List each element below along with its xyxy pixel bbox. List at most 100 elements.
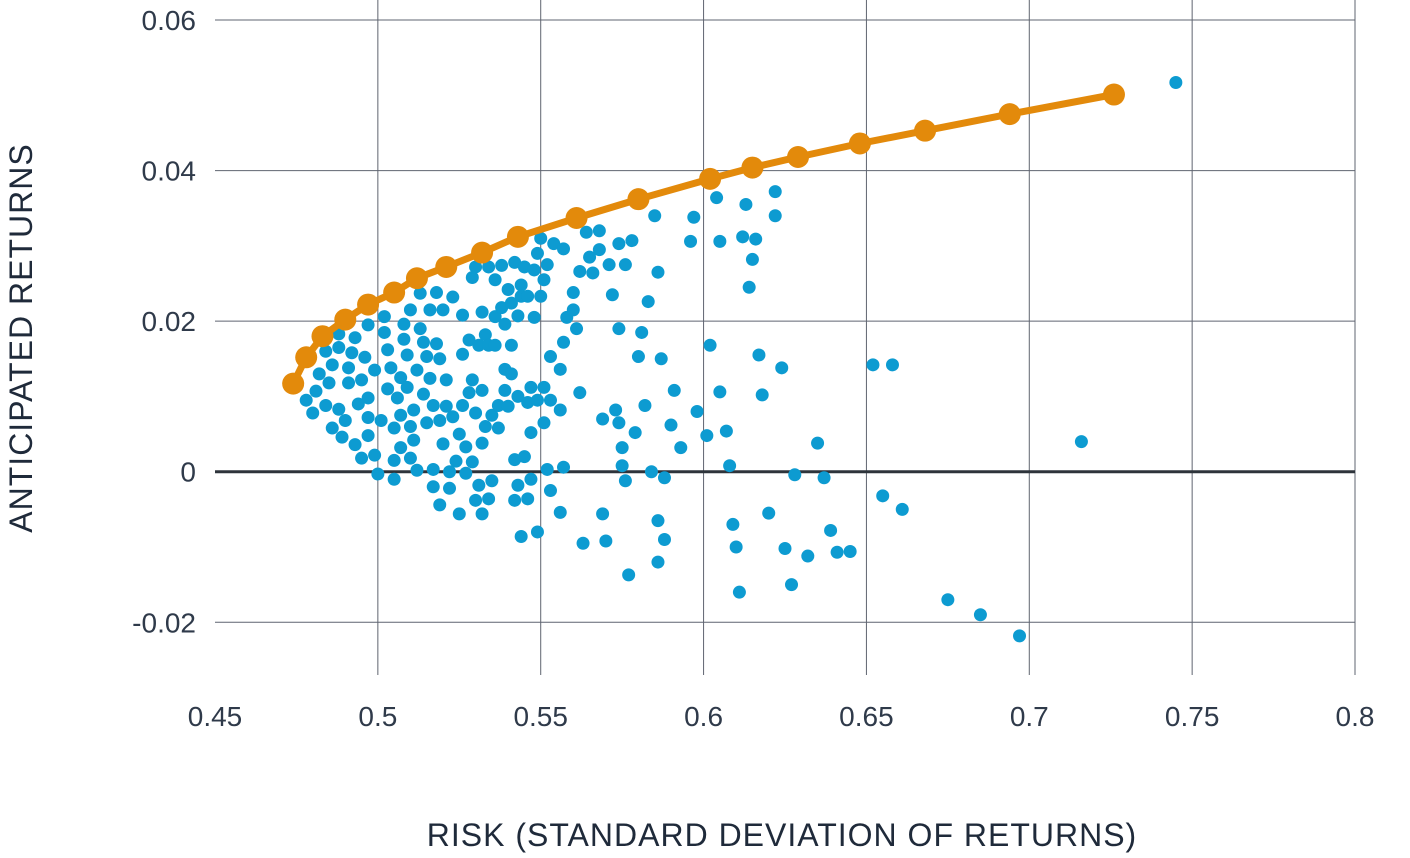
portfolio-point — [973, 608, 987, 622]
portfolio-point — [723, 459, 737, 473]
portfolio-point — [557, 460, 571, 474]
y-tick-label: 0.06 — [142, 5, 197, 36]
portfolio-point — [612, 416, 626, 430]
portfolio-point — [521, 395, 535, 409]
portfolio-point — [368, 448, 382, 462]
portfolio-point — [332, 402, 346, 416]
portfolio-point — [700, 429, 714, 443]
portfolio-point — [446, 290, 460, 304]
portfolio-point — [752, 348, 766, 362]
portfolio-point — [485, 474, 499, 488]
portfolio-point — [713, 234, 727, 248]
portfolio-point — [1013, 629, 1027, 643]
portfolio-point — [576, 536, 590, 550]
portfolio-point — [651, 555, 665, 569]
portfolio-point — [517, 450, 531, 464]
portfolio-point — [469, 260, 483, 274]
frontier-point — [741, 156, 764, 179]
portfolio-point — [465, 270, 479, 284]
portfolio-point — [885, 358, 899, 372]
portfolio-point — [824, 523, 838, 537]
portfolio-point — [355, 451, 369, 465]
portfolio-point — [504, 296, 518, 310]
portfolio-point — [817, 471, 831, 485]
portfolio-point — [605, 288, 619, 302]
portfolio-point — [478, 328, 492, 342]
portfolio-point — [338, 414, 352, 428]
portfolio-point — [684, 234, 698, 248]
portfolio-point — [394, 441, 408, 455]
portfolio-point — [537, 380, 551, 394]
portfolio-point — [530, 525, 544, 539]
portfolio-point — [488, 310, 502, 324]
portfolio-point — [475, 383, 489, 397]
portfolio-point — [371, 467, 385, 481]
portfolio-point — [456, 308, 470, 322]
portfolio-point — [325, 358, 339, 372]
portfolio-point — [570, 322, 584, 336]
portfolio-point — [410, 463, 424, 477]
portfolio-point — [394, 371, 408, 385]
portfolio-point — [609, 403, 623, 417]
portfolio-point — [599, 534, 613, 548]
portfolio-point — [377, 325, 391, 339]
portfolio-point — [446, 410, 460, 424]
portfolio-point — [456, 347, 470, 361]
portfolio-point — [615, 441, 629, 455]
portfolio-point — [618, 258, 632, 272]
portfolio-point — [390, 391, 404, 405]
x-tick-label: 0.65 — [839, 701, 894, 732]
portfolio-point — [407, 433, 421, 447]
portfolio-point — [400, 348, 414, 362]
portfolio-point — [745, 252, 759, 266]
portfolio-point — [394, 408, 408, 422]
x-tick-label: 0.45 — [188, 701, 243, 732]
portfolio-point — [475, 305, 489, 319]
frontier-point — [383, 281, 406, 304]
frontier-point — [311, 325, 334, 348]
portfolio-point — [381, 343, 395, 357]
portfolio-point — [511, 478, 525, 492]
portfolio-point — [397, 317, 411, 331]
portfolio-point — [631, 350, 645, 364]
portfolio-point — [361, 318, 375, 332]
portfolio-point — [482, 492, 496, 506]
frontier-point — [565, 207, 588, 230]
portfolio-point — [527, 263, 541, 277]
portfolio-point — [407, 403, 421, 417]
portfolio-point — [644, 465, 658, 479]
portfolio-point — [387, 421, 401, 435]
portfolio-point — [299, 393, 313, 407]
portfolio-point — [667, 383, 681, 397]
portfolio-point — [358, 350, 372, 364]
portfolio-point — [423, 303, 437, 317]
portfolio-point — [657, 532, 671, 546]
portfolio-point — [410, 363, 424, 377]
portfolio-point — [426, 398, 440, 412]
frontier-point — [295, 346, 318, 369]
portfolio-point — [443, 465, 457, 479]
portfolio-point — [498, 317, 512, 331]
portfolio-point — [596, 412, 610, 426]
portfolio-point — [785, 578, 799, 592]
portfolio-point — [384, 361, 398, 375]
portfolio-point — [485, 408, 499, 422]
portfolio-point — [439, 399, 453, 413]
frontier-point — [471, 241, 494, 264]
frontier-point — [998, 103, 1021, 126]
portfolio-point — [420, 350, 434, 364]
portfolio-point — [1169, 75, 1183, 89]
portfolio-point — [941, 593, 955, 607]
portfolio-point — [579, 225, 593, 239]
portfolio-point — [325, 421, 339, 435]
portfolio-point — [651, 265, 665, 279]
portfolio-point — [690, 404, 704, 418]
portfolio-point — [345, 346, 359, 360]
portfolio-point — [664, 418, 678, 432]
portfolio-point — [651, 514, 665, 528]
portfolio-point — [374, 414, 388, 428]
portfolio-point — [459, 440, 473, 454]
portfolio-point — [801, 549, 815, 563]
portfolio-point — [687, 210, 701, 224]
portfolio-point — [657, 471, 671, 485]
